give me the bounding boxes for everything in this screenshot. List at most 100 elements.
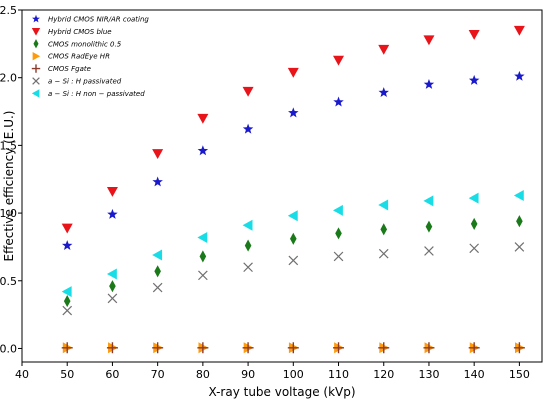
data-point (423, 195, 434, 207)
data-point (516, 215, 523, 228)
data-point (198, 270, 208, 281)
series-0 (61, 70, 525, 251)
y-tick-label: 0.5 (0, 275, 17, 288)
data-point (197, 113, 209, 124)
data-point (197, 231, 208, 243)
data-point (152, 249, 163, 261)
y-tick-label: 0.0 (0, 342, 17, 355)
x-tick-label: 150 (509, 368, 530, 381)
data-point (61, 342, 73, 354)
x-tick-label: 80 (196, 368, 210, 381)
data-point (154, 265, 161, 278)
legend-marker (32, 52, 41, 61)
data-point (63, 295, 71, 308)
data-point (469, 243, 479, 254)
data-point (61, 223, 73, 234)
x-tick-label: 50 (60, 368, 74, 381)
data-point (468, 29, 480, 40)
data-point (152, 149, 164, 160)
y-tick-label: 2.0 (0, 72, 17, 85)
data-point (470, 217, 478, 230)
legend-marker (33, 39, 39, 49)
data-point (333, 251, 344, 262)
data-point (287, 342, 299, 354)
data-point (468, 74, 480, 85)
data-point (423, 35, 435, 46)
legend: Hybrid CMOS NIR/AR coating Hybrid CMOS bl… (26, 12, 154, 103)
data-point (152, 282, 163, 293)
data-point (152, 176, 163, 187)
data-point (244, 239, 252, 252)
legend-item: a − Si : H non − passivated (31, 89, 145, 98)
legend-marker (31, 64, 41, 73)
data-point (378, 44, 390, 55)
data-point (61, 240, 73, 251)
legend-label: Hybrid CMOS blue (48, 28, 112, 36)
series-1 (61, 25, 525, 234)
data-point (290, 232, 297, 245)
y-tick-label: 1.0 (0, 207, 17, 220)
data-point (197, 342, 209, 354)
x-tick-label: 110 (328, 368, 349, 381)
axes (21, 9, 543, 363)
x-tick-label: 120 (373, 368, 394, 381)
data-point (514, 242, 525, 252)
legend-item: CMOS monolithic 0.5 (33, 39, 122, 49)
plot-frame (21, 9, 543, 363)
data-point (242, 342, 254, 354)
data-point (242, 86, 254, 97)
data-point (378, 248, 389, 259)
data-point (468, 192, 479, 204)
legend-label: CMOS RadEye HR (48, 53, 110, 61)
data-point (61, 286, 72, 298)
data-point (468, 342, 480, 354)
legend-label: a − Si : H non − passivated (48, 90, 145, 98)
data-point (106, 268, 117, 280)
legend-item: CMOS Fgate (31, 64, 91, 73)
data-point (243, 262, 253, 273)
data-point (106, 342, 118, 354)
data-point (242, 219, 253, 231)
data-point (107, 293, 118, 304)
data-point (378, 87, 389, 98)
data-point (199, 250, 207, 263)
x-tick-label: 40 (15, 368, 29, 381)
legend-marker (32, 77, 40, 85)
x-tick-label: 140 (464, 368, 485, 381)
data-point (378, 199, 389, 211)
series-2 (63, 215, 523, 308)
y-tick-label: 2.5 (0, 4, 17, 17)
data-point (378, 342, 390, 354)
y-tick-label: 1.5 (0, 139, 17, 152)
data-point (335, 227, 342, 240)
series-6 (61, 189, 524, 298)
legend-box (26, 12, 154, 103)
data-point (109, 280, 116, 293)
data-point (152, 342, 164, 354)
data-point (514, 70, 525, 81)
x-tick-label: 60 (105, 368, 119, 381)
legend-label: CMOS Fgate (48, 65, 91, 73)
legend-item: Hybrid CMOS NIR/AR coating (32, 14, 149, 24)
legend-label: Hybrid CMOS NIR/AR coating (48, 16, 149, 24)
data-point (424, 246, 434, 256)
data-point (62, 305, 73, 316)
data-point (197, 145, 209, 156)
legend-label: CMOS monolithic 0.5 (48, 40, 122, 48)
data-point (242, 123, 254, 134)
legend-label: a − Si : H passivated (48, 78, 122, 86)
legend-item: Hybrid CMOS blue (31, 28, 112, 36)
data-point (423, 78, 435, 89)
legend-marker (31, 28, 41, 36)
y-axis-title: Effective efficiency (E.U.) (2, 111, 16, 262)
data-point (380, 223, 388, 236)
x-tick-label: 100 (283, 368, 304, 381)
series-4 (61, 342, 525, 354)
data-point (513, 342, 525, 354)
data-point (333, 204, 343, 216)
x-axis-title: X-ray tube voltage (kVp) (208, 385, 355, 399)
x-tick-label: 70 (151, 368, 165, 381)
data-point (287, 210, 298, 222)
